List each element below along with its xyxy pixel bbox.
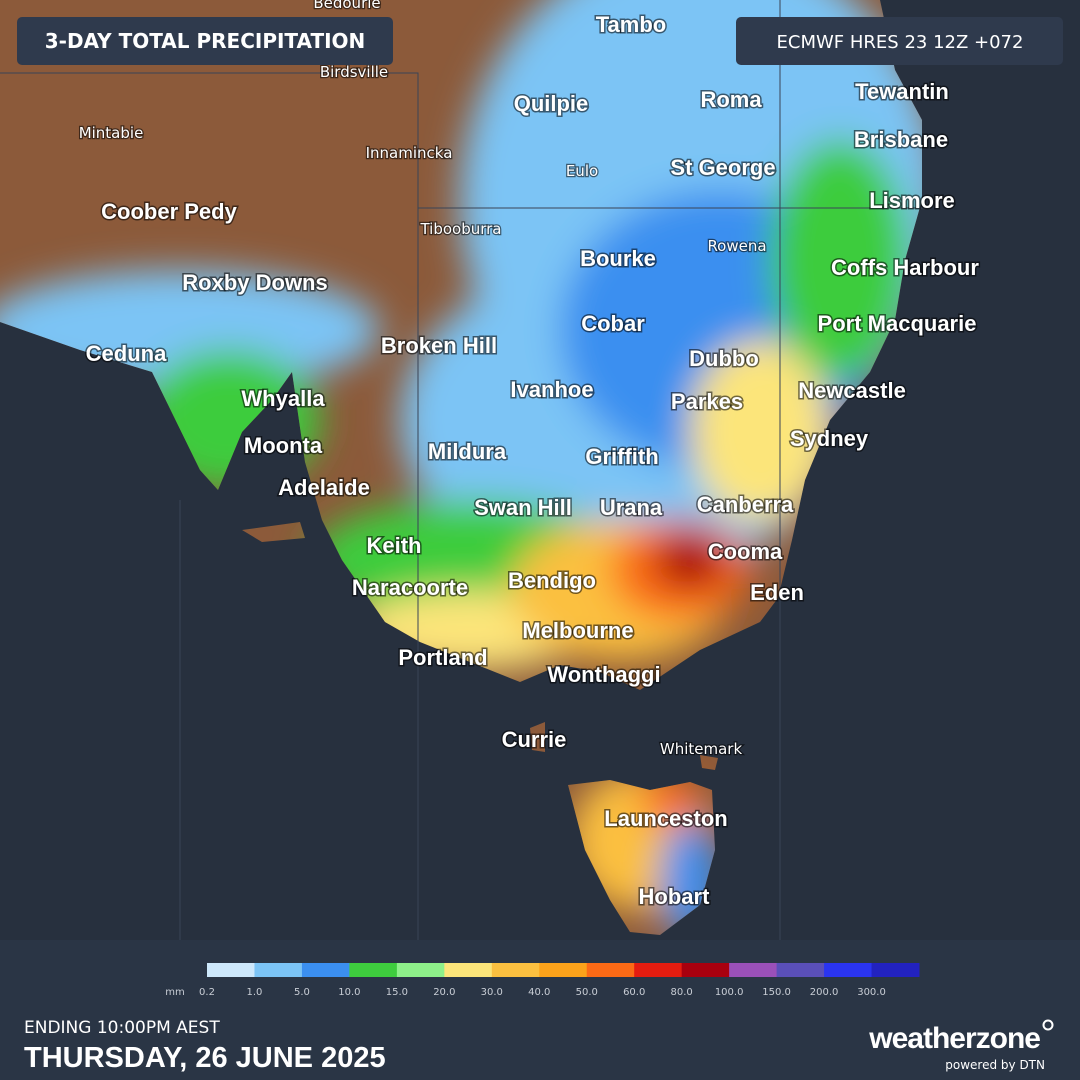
- city-label: Swan Hill: [474, 495, 572, 520]
- legend-label: 100.0: [715, 987, 744, 998]
- city-label: Newcastle: [798, 378, 906, 403]
- city-label: Hobart: [639, 884, 711, 909]
- city-label: Innamincka: [366, 144, 453, 162]
- brand-powered: powered by DTN: [945, 1058, 1045, 1072]
- legend-label: 20.0: [433, 987, 455, 998]
- land: [0, 0, 922, 935]
- city-label: Portland: [398, 645, 487, 670]
- legend-label: 150.0: [762, 987, 791, 998]
- city-label: Rowena: [707, 237, 766, 255]
- city-label: Roma: [700, 87, 762, 112]
- city-label: Cobar: [581, 311, 645, 336]
- city-label: Mintabie: [79, 124, 144, 142]
- title-badge: [17, 17, 393, 65]
- city-label: Broken Hill: [381, 333, 497, 358]
- legend-swatch: [729, 963, 778, 977]
- city-label: Canberra: [697, 492, 794, 517]
- city-label: Port Macquarie: [818, 311, 977, 336]
- brand-logo: weatherzone: [868, 1022, 1040, 1055]
- city-label: Bendigo: [508, 568, 596, 593]
- city-label: Launceston: [604, 806, 727, 831]
- legend-swatch: [491, 963, 540, 977]
- city-label: Ivanhoe: [510, 377, 593, 402]
- legend-swatch: [634, 963, 683, 977]
- legend: 0.2 1.0 5.0 10.0 15.0 20.0 30.0 40.0 50.0 60.0 80.…: [199, 963, 920, 998]
- legend-label: 0.2: [199, 987, 215, 998]
- legend-label: 60.0: [623, 987, 645, 998]
- city-label: Tibooburra: [419, 220, 501, 238]
- legend-swatch: [539, 963, 588, 977]
- city-label: Dubbo: [689, 346, 759, 371]
- legend-label: 50.0: [576, 987, 598, 998]
- city-label: Ceduna: [86, 341, 167, 366]
- city-label: Eulo: [566, 162, 598, 180]
- legend-unit: mm: [165, 987, 184, 998]
- ending-label: ENDING 10:00PM AEST: [24, 1018, 220, 1038]
- legend-swatch: [586, 963, 635, 977]
- legend-label: 300.0: [857, 987, 886, 998]
- legend-label: 1.0: [247, 987, 263, 998]
- legend-swatch: [871, 963, 920, 977]
- borders: [0, 0, 930, 940]
- city-labels: Bedourie Tambo Birdsville Quilpie Roma Tewant…: [77, 0, 980, 911]
- city-label: Whyalla: [241, 386, 325, 411]
- date-label: THURSDAY, 26 JUNE 2025: [24, 1042, 386, 1074]
- model-badge: [736, 17, 1063, 65]
- city-label: Griffith: [585, 444, 658, 469]
- city-label: Brisbane: [854, 127, 948, 152]
- city-label: Sydney: [790, 426, 869, 451]
- city-label: Parkes: [671, 389, 743, 414]
- legend-swatch: [824, 963, 873, 977]
- city-label: Bedourie: [313, 0, 380, 12]
- city-label: Coffs Harbour: [831, 255, 979, 280]
- legend-label: 10.0: [338, 987, 360, 998]
- city-label: Coober Pedy: [101, 199, 237, 224]
- city-label: Eden: [750, 580, 804, 605]
- city-label: Melbourne: [522, 618, 633, 643]
- legend-swatch: [776, 963, 825, 977]
- city-label: Currie: [502, 727, 567, 752]
- city-label: St George: [670, 155, 775, 180]
- city-label: Mildura: [428, 439, 507, 464]
- legend-label: 40.0: [528, 987, 550, 998]
- city-label: Urana: [600, 495, 663, 520]
- city-label: Whitemark: [660, 740, 743, 758]
- city-label: Moonta: [244, 433, 323, 458]
- city-label: Naracoorte: [352, 575, 468, 600]
- model-label: ECMWF HRES 23 12Z +072: [777, 32, 1024, 53]
- city-label: Roxby Downs: [182, 270, 327, 295]
- map-title: 3-DAY TOTAL PRECIPITATION: [45, 29, 366, 53]
- legend-label: 5.0: [294, 987, 310, 998]
- legend-swatch: [207, 963, 255, 977]
- city-label: Quilpie: [514, 91, 589, 116]
- legend-swatch: [349, 963, 398, 977]
- legend-label: 200.0: [810, 987, 839, 998]
- legend-swatch: [444, 963, 493, 977]
- legend-swatch: [254, 963, 303, 977]
- city-label: Tewantin: [855, 79, 949, 104]
- city-label: Wonthaggi: [547, 662, 660, 687]
- legend-swatch: [396, 963, 445, 977]
- city-label: Bourke: [580, 246, 656, 271]
- city-label: Adelaide: [278, 475, 370, 500]
- brand-dot: [1042, 1019, 1054, 1031]
- city-label: Cooma: [708, 539, 783, 564]
- city-label: Keith: [367, 533, 422, 558]
- city-label: Birdsville: [320, 63, 388, 81]
- legend-label: 30.0: [481, 987, 503, 998]
- city-label: Lismore: [869, 188, 955, 213]
- city-label: Tambo: [596, 12, 666, 37]
- legend-swatch: [681, 963, 730, 977]
- legend-label: 15.0: [386, 987, 408, 998]
- legend-swatch: [301, 963, 350, 977]
- legend-label: 80.0: [671, 987, 693, 998]
